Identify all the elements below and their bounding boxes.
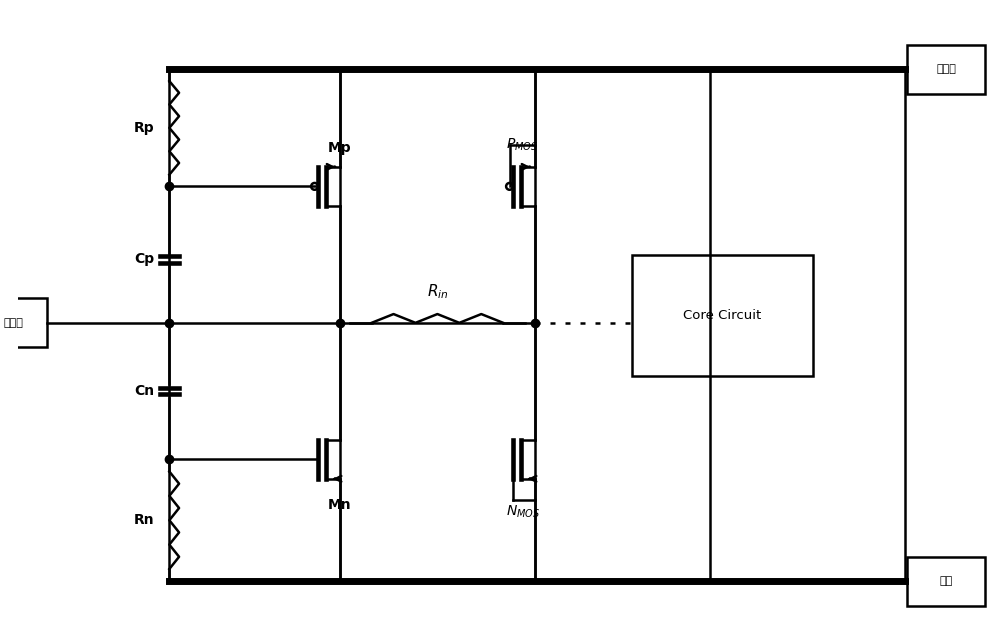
Text: Cp: Cp [135, 253, 155, 266]
Text: Mp: Mp [328, 141, 352, 155]
Text: Rp: Rp [134, 121, 155, 135]
Bar [907, 45, 985, 94]
Text: 输入端: 输入端 [3, 318, 23, 328]
Text: 电源端: 电源端 [936, 65, 956, 75]
Text: 地端: 地端 [940, 576, 953, 586]
Text: $N_{MOS}$: $N_{MOS}$ [506, 503, 540, 520]
Text: Rn: Rn [134, 513, 155, 527]
Text: $P_{MOS}$: $P_{MOS}$ [506, 137, 538, 153]
Bar [907, 557, 985, 606]
Text: Core Circuit: Core Circuit [683, 309, 762, 322]
Bar [632, 254, 813, 377]
Text: Mn: Mn [328, 498, 352, 512]
Text: Cn: Cn [135, 384, 155, 398]
Bar [0, 299, 47, 348]
Text: $R_{in}$: $R_{in}$ [427, 283, 448, 301]
